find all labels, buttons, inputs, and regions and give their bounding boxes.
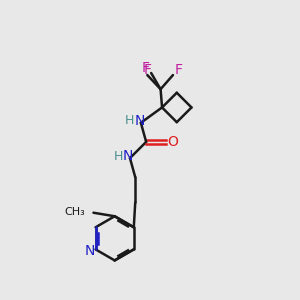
Text: N: N — [134, 114, 145, 128]
Text: H: H — [114, 150, 124, 163]
Text: CH₃: CH₃ — [64, 207, 85, 217]
Text: H: H — [125, 115, 134, 128]
Text: F: F — [143, 63, 151, 77]
Text: O: O — [167, 135, 178, 149]
Text: F: F — [142, 61, 150, 75]
Text: N: N — [85, 244, 95, 258]
Text: F: F — [174, 63, 182, 77]
Text: N: N — [122, 149, 133, 163]
